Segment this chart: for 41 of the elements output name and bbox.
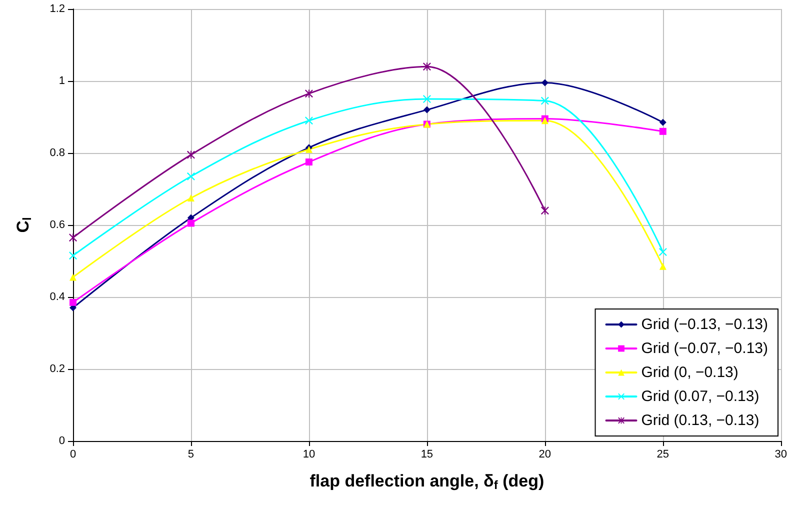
legend-label: Grid (0.13, −0.13) [641, 412, 760, 429]
point [422, 95, 431, 103]
y-tick-label: 0.4 [50, 291, 65, 303]
point [423, 106, 430, 114]
legend-label: Grid (−0.13, −0.13) [641, 316, 768, 333]
point [304, 116, 313, 125]
point [658, 248, 667, 256]
x-tick-label: 15 [420, 448, 434, 460]
point [541, 79, 548, 86]
x-tick-label: 5 [188, 448, 194, 460]
point [70, 274, 76, 281]
point [187, 194, 194, 202]
point [305, 158, 312, 166]
y-tick-label: 1 [58, 75, 65, 87]
point [69, 252, 77, 260]
x-tick-label: 10 [302, 448, 316, 460]
y-tick-label: 0.2 [50, 363, 65, 375]
x-tick-label: 0 [70, 448, 76, 460]
y-axis-title: Cl [14, 217, 34, 233]
y-tick-label: 0.8 [50, 147, 65, 159]
point [69, 234, 77, 242]
point [70, 298, 76, 306]
point [304, 90, 313, 98]
point [187, 220, 194, 227]
point [186, 172, 195, 180]
y-tick-label: 0.6 [50, 219, 65, 231]
y-tick-label: 1.2 [50, 3, 65, 15]
y-tick-label: 0 [58, 435, 65, 447]
point [540, 206, 549, 215]
x-tick-label: 30 [774, 448, 788, 460]
point [540, 96, 549, 105]
x-tick-label: 25 [656, 448, 670, 460]
point [186, 150, 195, 159]
point [659, 118, 666, 126]
point [422, 62, 431, 71]
x-tick-label: 20 [538, 448, 552, 460]
legend-label: Grid (0, −0.13) [641, 364, 738, 381]
point [659, 128, 666, 135]
point [659, 262, 666, 270]
legend-label: Grid (−0.07, −0.13) [641, 340, 768, 357]
legend-label: Grid (0.07, −0.13) [641, 388, 760, 405]
